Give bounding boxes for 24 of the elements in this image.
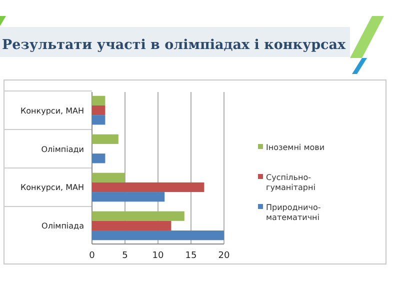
x-tick-label: 15 — [185, 251, 197, 261]
bar — [92, 105, 106, 116]
x-tick-label: 20 — [218, 251, 230, 261]
y-tick-label: Олімпіада — [42, 222, 84, 231]
y-tick-label: Олімпіади — [41, 144, 84, 154]
legend-label: Природничо-математичні — [266, 203, 321, 222]
bar — [92, 220, 172, 231]
bar — [92, 192, 165, 202]
bar — [92, 182, 204, 192]
x-tick-label: 0 — [89, 251, 96, 261]
legend-label: Іноземні мови — [266, 143, 325, 152]
bar — [92, 115, 106, 125]
y-tick-label: Конкурси, МАН — [20, 183, 84, 192]
bar — [92, 211, 184, 221]
bar — [92, 154, 106, 164]
bar — [92, 134, 118, 144]
bar — [92, 230, 224, 240]
x-tick-label: 5 — [122, 251, 128, 261]
y-tick-label: Конкурси, МАН — [20, 106, 84, 116]
bar — [92, 96, 106, 106]
bar — [92, 172, 125, 182]
chart-title: Результати участі в олімпіадах і конкурсах — [2, 37, 347, 53]
x-tick-label: 10 — [152, 251, 164, 261]
legend-label: Суспільно-гуманітарні — [266, 173, 316, 192]
